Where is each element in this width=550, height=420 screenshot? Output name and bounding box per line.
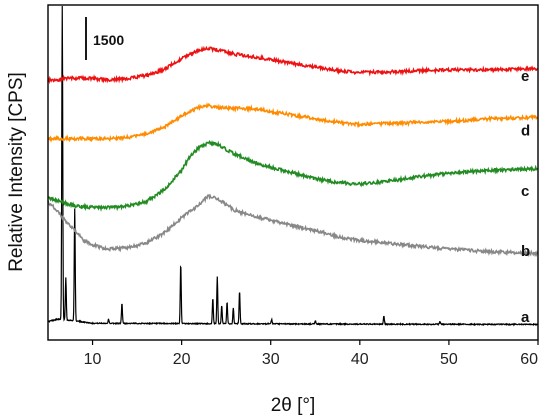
- x-tick-label: 60: [520, 351, 538, 368]
- series-line-c: [47, 139, 538, 213]
- x-tick-label: 50: [440, 351, 458, 368]
- y-axis-title: Relative Intensity [CPS]: [6, 72, 27, 272]
- x-axis-title: 2θ [°]: [271, 395, 316, 416]
- x-tick-layer: 10 20 30 40 50 60: [84, 340, 539, 368]
- series-line-b: [47, 193, 539, 258]
- series-layer: [47, 5, 539, 327]
- x-tick-label: 40: [351, 351, 369, 368]
- series-label-b: b: [521, 243, 530, 260]
- x-tick-label: 10: [84, 351, 102, 368]
- series-line-d: [47, 102, 539, 144]
- series-line-e: [47, 45, 539, 85]
- series-line-a: [47, 5, 539, 327]
- series-label-layer: a b c d e: [521, 68, 530, 326]
- scale-bar-label: 1500: [93, 32, 124, 48]
- series-label-e: e: [521, 68, 529, 85]
- series-label-c: c: [521, 183, 529, 200]
- plot-frame: [47, 4, 539, 341]
- scale-bar: 1500: [85, 17, 124, 60]
- series-label-d: d: [521, 123, 530, 140]
- x-tick-label: 30: [262, 351, 280, 368]
- series-label-a: a: [521, 309, 530, 326]
- x-tick-label: 20: [173, 351, 191, 368]
